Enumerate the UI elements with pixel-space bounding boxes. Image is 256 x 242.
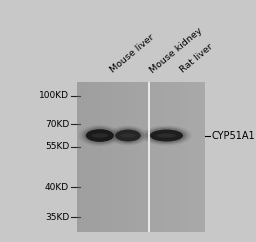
Ellipse shape [81, 126, 118, 145]
Text: 40KD: 40KD [45, 183, 69, 192]
Ellipse shape [115, 129, 141, 142]
Ellipse shape [145, 127, 188, 144]
Text: CYP51A1: CYP51A1 [211, 130, 255, 141]
Text: Mouse liver: Mouse liver [108, 33, 156, 75]
Text: 70KD: 70KD [45, 120, 69, 129]
Ellipse shape [111, 127, 145, 144]
Ellipse shape [147, 128, 186, 143]
Ellipse shape [120, 133, 136, 138]
Ellipse shape [79, 125, 121, 146]
Ellipse shape [113, 128, 143, 143]
Text: Mouse kidney: Mouse kidney [148, 26, 204, 75]
Text: Rat liver: Rat liver [178, 42, 215, 75]
Ellipse shape [156, 133, 176, 138]
Text: 55KD: 55KD [45, 142, 69, 151]
Ellipse shape [141, 126, 191, 145]
Ellipse shape [84, 128, 116, 144]
Ellipse shape [86, 129, 114, 142]
Ellipse shape [91, 133, 108, 138]
Text: 100KD: 100KD [39, 91, 69, 100]
Ellipse shape [109, 126, 147, 145]
Ellipse shape [150, 129, 183, 142]
Text: 35KD: 35KD [45, 213, 69, 222]
